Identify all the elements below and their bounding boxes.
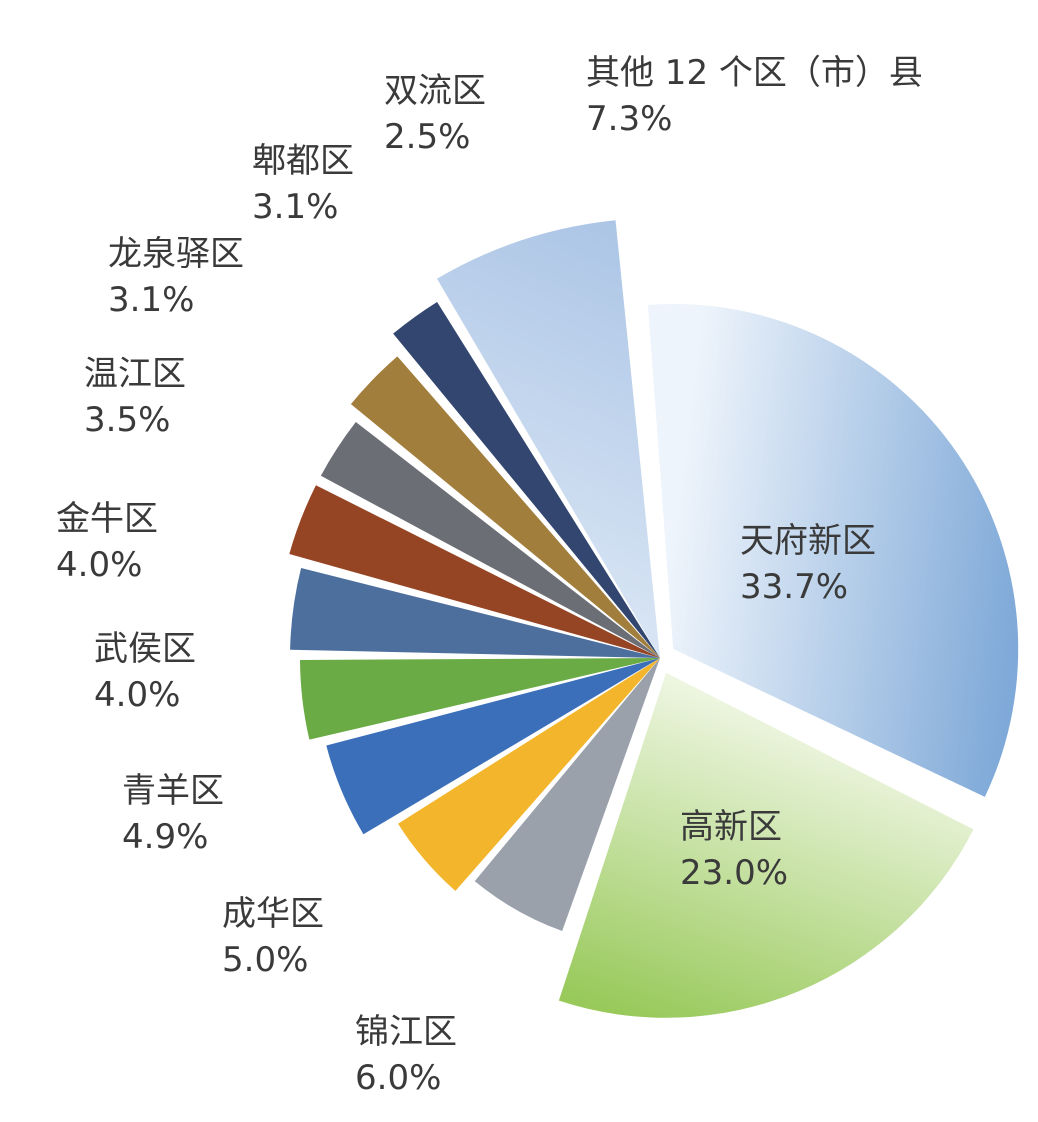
slice-label-8: 温江区: [84, 354, 186, 394]
slice-value-12: 7.3%: [586, 99, 672, 139]
slice-value-1: 33.7%: [740, 567, 848, 607]
slice-label-6: 武侯区: [94, 629, 196, 669]
slice-label-2: 高新区: [680, 807, 782, 847]
slice-label-12: 其他 12 个区（市）县: [586, 53, 923, 93]
pie-slice-10: [350, 356, 660, 658]
slice-value-11: 2.5%: [384, 117, 470, 157]
pie-slice-11: [393, 302, 660, 658]
slice-value-9: 3.1%: [108, 280, 194, 320]
slice-label-1: 天府新区: [740, 521, 876, 561]
pie-slice-7: [290, 568, 660, 658]
slice-value-6: 4.0%: [94, 675, 180, 715]
slice-label-5: 青羊区: [122, 771, 224, 811]
slice-value-4: 5.0%: [222, 940, 308, 980]
pie-slice-5: [326, 658, 660, 835]
pie-slice-9: [320, 421, 660, 658]
pie-slice-2: [558, 672, 974, 1018]
labels-layer: 天府新区 33.7% 高新区 23.0% 锦江区 6.0% 成华区 5.0% 青羊区 4.9% 武侯…: [56, 53, 923, 1098]
slice-value-3: 6.0%: [355, 1058, 441, 1098]
slices-layer: [289, 220, 1019, 1018]
slice-label-11: 双流区: [384, 71, 486, 111]
slice-value-5: 4.9%: [122, 817, 208, 857]
pie-slice-1: [647, 303, 1019, 797]
slice-label-3: 锦江区: [355, 1012, 457, 1052]
slice-label-4: 成华区: [222, 894, 324, 934]
slice-label-10: 郫都区: [252, 141, 354, 181]
slice-label-9: 龙泉驿区: [108, 234, 244, 274]
slice-value-2: 23.0%: [680, 853, 788, 893]
pie-slice-6: [300, 658, 660, 740]
slice-label-7: 金牛区: [56, 499, 158, 539]
pie-slice-8: [289, 485, 660, 658]
pie-slice-4: [398, 658, 660, 891]
slice-value-8: 3.5%: [84, 400, 170, 440]
slice-value-7: 4.0%: [56, 545, 142, 585]
slice-value-10: 3.1%: [252, 187, 338, 227]
pie-slice-3: [474, 658, 660, 931]
pie-slice-12: [436, 220, 660, 658]
